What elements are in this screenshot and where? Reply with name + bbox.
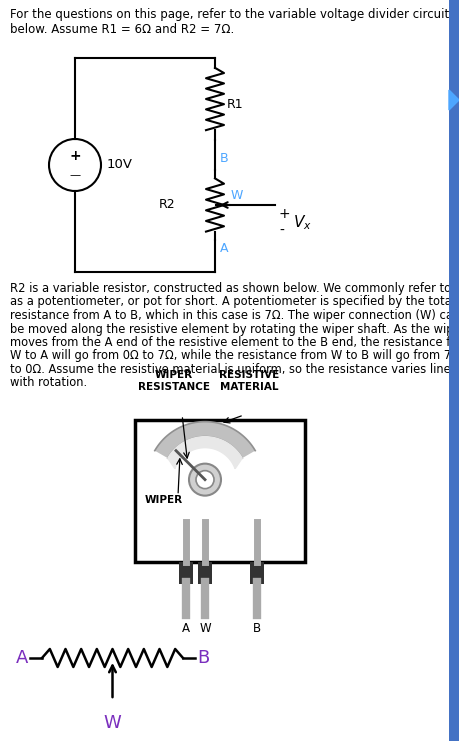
Text: 10V: 10V <box>107 159 133 171</box>
Text: RESISTIVE
MATERIAL: RESISTIVE MATERIAL <box>219 370 279 392</box>
Bar <box>251 562 264 584</box>
Text: to 0Ω. Assume the resistive material is uniform, so the resistance varies linear: to 0Ω. Assume the resistive material is … <box>10 363 459 376</box>
Bar <box>198 562 212 584</box>
Text: For the questions on this page, refer to the variable voltage divider circuit sh: For the questions on this page, refer to… <box>10 8 459 21</box>
Text: be moved along the resistive element by rotating the wiper shaft. As the wiper: be moved along the resistive element by … <box>10 322 459 336</box>
Bar <box>179 562 193 584</box>
Text: —: — <box>69 170 81 180</box>
Text: B: B <box>253 622 262 635</box>
Text: +: + <box>69 149 81 163</box>
Text: B: B <box>197 649 209 667</box>
Text: -: - <box>279 224 284 238</box>
Bar <box>135 420 305 562</box>
Text: B: B <box>220 152 229 165</box>
Polygon shape <box>155 422 255 458</box>
Text: with rotation.: with rotation. <box>10 376 87 390</box>
Text: V$_x$: V$_x$ <box>293 213 312 232</box>
Text: R1: R1 <box>227 98 244 110</box>
Text: below. Assume R1 = 6Ω and R2 = 7Ω.: below. Assume R1 = 6Ω and R2 = 7Ω. <box>10 23 234 36</box>
Circle shape <box>196 471 214 488</box>
Text: resistance from A to B, which in this case is 7Ω. The wiper connection (W) can: resistance from A to B, which in this ca… <box>10 309 459 322</box>
Text: R2: R2 <box>158 199 175 211</box>
Text: W: W <box>231 189 243 202</box>
Text: R2 is a variable resistor, constructed as shown below. We commonly refer to this: R2 is a variable resistor, constructed a… <box>10 282 459 295</box>
Text: A: A <box>182 622 190 635</box>
Text: +: + <box>279 207 291 221</box>
Text: moves from the A end of the resistive element to the B end, the resistance from: moves from the A end of the resistive el… <box>10 336 459 349</box>
Text: W: W <box>199 622 211 635</box>
Circle shape <box>189 464 221 496</box>
Bar <box>449 0 459 741</box>
Polygon shape <box>168 436 242 469</box>
Text: W to A will go from 0Ω to 7Ω, while the resistance from W to B will go from 7Ω: W to A will go from 0Ω to 7Ω, while the … <box>10 350 459 362</box>
Text: W: W <box>104 714 121 732</box>
Text: WIPER
RESISTANCE: WIPER RESISTANCE <box>138 370 210 392</box>
Text: as a potentiometer, or pot for short. A potentiometer is specified by the total: as a potentiometer, or pot for short. A … <box>10 296 455 308</box>
Text: WIPER: WIPER <box>145 495 183 505</box>
Polygon shape <box>449 90 459 110</box>
Text: A: A <box>16 649 28 667</box>
Text: A: A <box>220 242 229 255</box>
